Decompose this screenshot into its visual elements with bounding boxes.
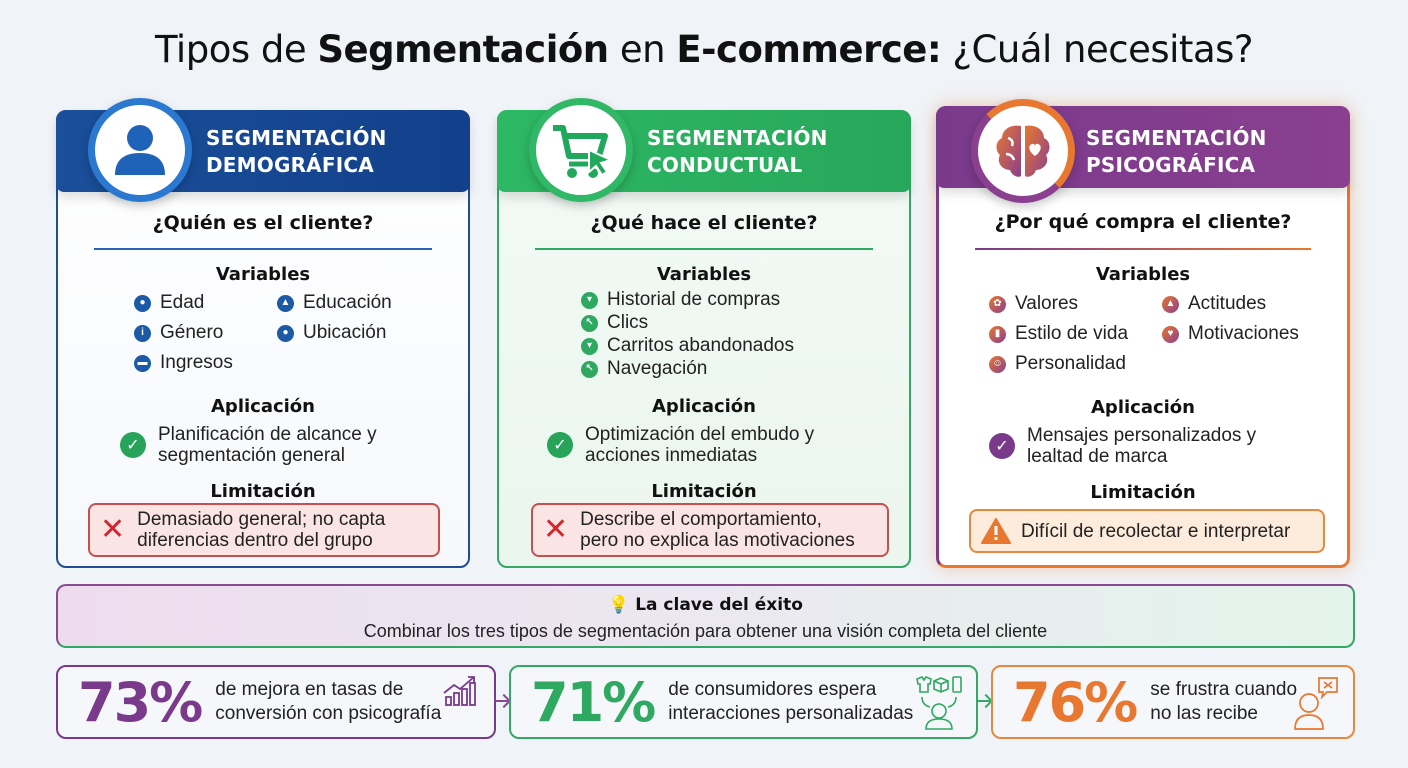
person-icon: i [134,324,151,342]
graduation-cap-icon: ▲ [277,294,294,312]
group-icon: ● [134,294,151,312]
stat-card: 73% de mejora en tasas de conversión con … [56,665,496,739]
variable-item: i Género [134,322,223,344]
arrow-connector [495,700,509,702]
check-icon: ✓ [547,432,573,458]
application-item: ✓ Planificación de alcance y segmentación… [120,424,377,466]
limitation-box: ✕ Demasiado general; no capta diferencias… [88,503,440,557]
key-title: 💡 La clave del éxito [608,595,803,615]
variable-item: ↖ Clics [581,312,648,334]
cart-cursor-icon [529,98,633,202]
application-item: ✓ Mensajes personalizados y lealtad de ma… [989,425,1256,467]
variable-item: ▬ Ingresos [134,352,233,374]
limitation-box: Difícil de recolectar e interpretar [969,509,1325,553]
limitation-box: ✕ Describe el comportamiento, pero no exp… [531,503,889,557]
divider [975,248,1311,250]
heart-icon: ♥ [1162,325,1179,343]
x-icon: ✕ [100,513,126,546]
frustrated-user-icon [1294,677,1338,730]
thumbs-up-icon: ▲ [1162,295,1179,313]
variable-item: ● Edad [134,292,204,314]
key-text: Combinar los tres tipos de segmentación … [363,621,1048,641]
brain-heart-icon [971,99,1075,203]
growth-chart-icon [443,676,476,706]
card-demografica: SEGMENTACIÓN DEMOGRÁFICA ¿Quién es el cl… [56,98,470,568]
variables-heading: Variables [215,264,311,285]
divider [94,248,432,250]
divider [535,248,873,250]
stat-text: se frustra cuando no las recibe [1150,679,1298,724]
variable-item: ▲ Educación [277,292,392,314]
stat-card: 71% de consumidores espera interacciones … [509,665,978,739]
warning-icon [981,518,1011,544]
limitation-heading: Limitación [210,481,316,502]
variable-item: ▾ Carritos abandonados [581,335,794,357]
stat-value: 71% [531,670,656,734]
cursor-icon: ↖ [581,360,598,378]
application-heading: Aplicación [1091,397,1195,418]
page-title: Tipos de Segmentación en E-commerce: ¿Cu… [154,28,1254,71]
variables-heading: Variables [1095,264,1191,285]
click-icon: ↖ [581,314,598,332]
variable-item: ♥ Motivaciones [1162,323,1299,345]
limitation-heading: Limitación [1090,482,1196,503]
cart-icon: ▾ [581,337,598,355]
values-icon: ✿ [989,295,1006,313]
variable-item: ↖ Navegación [581,358,707,380]
key-insight-banner: 💡 La clave del éxito Combinar los tres t… [56,584,1355,648]
card-question: ¿Qué hace el cliente? [590,212,818,234]
cart-icon: ▾ [581,291,598,309]
lightbulb-icon: 💡 [608,595,630,615]
card-title: SEGMENTACIÓN CONDUCTUAL [647,126,828,177]
limitation-heading: Limitación [651,481,757,502]
stat-value: 76% [1013,670,1138,734]
stat-value: 73% [78,670,203,734]
money-icon: ▬ [134,354,151,372]
card-psicografica: SEGMENTACIÓN PSICOGRÁFICA ¿Por qué compr… [936,99,1350,568]
person-icon [88,98,192,202]
application-item: ✓ Optimización del embudo y acciones inme… [547,424,814,466]
application-heading: Aplicación [652,396,756,417]
card-question: ¿Quién es el cliente? [152,212,374,234]
card-title: SEGMENTACIÓN PSICOGRÁFICA [1086,126,1267,177]
check-icon: ✓ [989,433,1015,459]
variable-item: ☺ Personalidad [989,353,1126,375]
variables-heading: Variables [656,264,752,285]
location-pin-icon: ● [277,324,294,342]
card-question: ¿Por qué compra el cliente? [994,211,1292,233]
variable-item: ▮ Estilo de vida [989,323,1128,345]
variable-item: ▲ Actitudes [1162,293,1266,315]
arrow-connector [977,700,991,702]
variable-item: ▾ Historial de compras [581,289,780,311]
card-title: SEGMENTACIÓN DEMOGRÁFICA [206,126,387,177]
check-icon: ✓ [120,432,146,458]
variable-item: ● Ubicación [277,322,386,344]
application-heading: Aplicación [211,396,315,417]
variable-item: ✿ Valores [989,293,1078,315]
stat-text: de mejora en tasas de conversión con psic… [215,679,442,724]
personalized-products-icon [916,676,962,730]
lifestyle-icon: ▮ [989,325,1006,343]
personality-icon: ☺ [989,355,1006,373]
x-icon: ✕ [543,513,569,546]
card-conductual: SEGMENTACIÓN CONDUCTUAL ¿Qué hace el cli… [497,98,911,568]
stat-card: 76% se frustra cuando no las recibe [991,665,1355,739]
stat-text: de consumidores espera interacciones pers… [668,679,914,724]
